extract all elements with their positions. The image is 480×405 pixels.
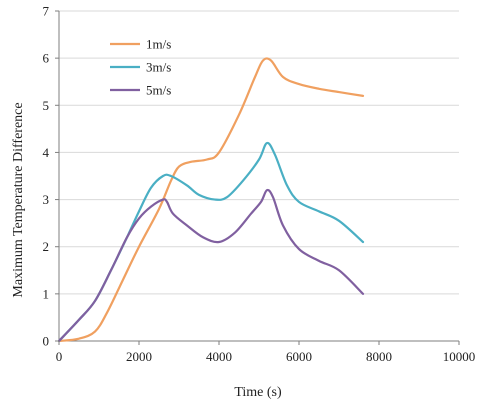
- series-lines: [57, 57, 365, 343]
- legend-label-5m-s: 5m/s: [146, 83, 171, 98]
- series-line-5m-s: [57, 188, 365, 343]
- legend-label-3m-s: 3m/s: [146, 60, 171, 75]
- x-axis-title: Time (s): [234, 385, 282, 400]
- series-line-1m-s: [57, 57, 365, 343]
- y-tick-label-0: 0: [43, 334, 50, 349]
- x-tick-label-2: 4000: [206, 349, 232, 364]
- y-tick-label-1: 1: [43, 286, 50, 301]
- x-tick-label-1: 2000: [126, 349, 152, 364]
- x-tick-label-5: 10000: [443, 349, 476, 364]
- y-tick-label-5: 5: [43, 98, 50, 113]
- x-tick-label-3: 6000: [286, 349, 312, 364]
- y-tick-label-4: 4: [43, 145, 50, 160]
- series-line-3m-s: [57, 141, 365, 343]
- axis-ticks: 0 2000 4000 6000 8000 10000 0 1 2 3 4 5 6 7: [43, 4, 476, 365]
- plot-frame: [58, 11, 459, 342]
- legend: 1m/s 3m/s 5m/s: [110, 37, 171, 98]
- y-tick-label-2: 2: [43, 239, 50, 254]
- y-tick-label-6: 6: [43, 51, 50, 66]
- y-tick-label-3: 3: [43, 192, 50, 207]
- y-tick-label-7: 7: [43, 4, 50, 19]
- y-axis-title: Maximum Temperature Difference: [11, 102, 26, 297]
- x-tick-label-4: 8000: [366, 349, 392, 364]
- x-tick-label-0: 0: [56, 349, 63, 364]
- gridlines: [59, 10, 459, 295]
- legend-label-1m-s: 1m/s: [146, 37, 171, 52]
